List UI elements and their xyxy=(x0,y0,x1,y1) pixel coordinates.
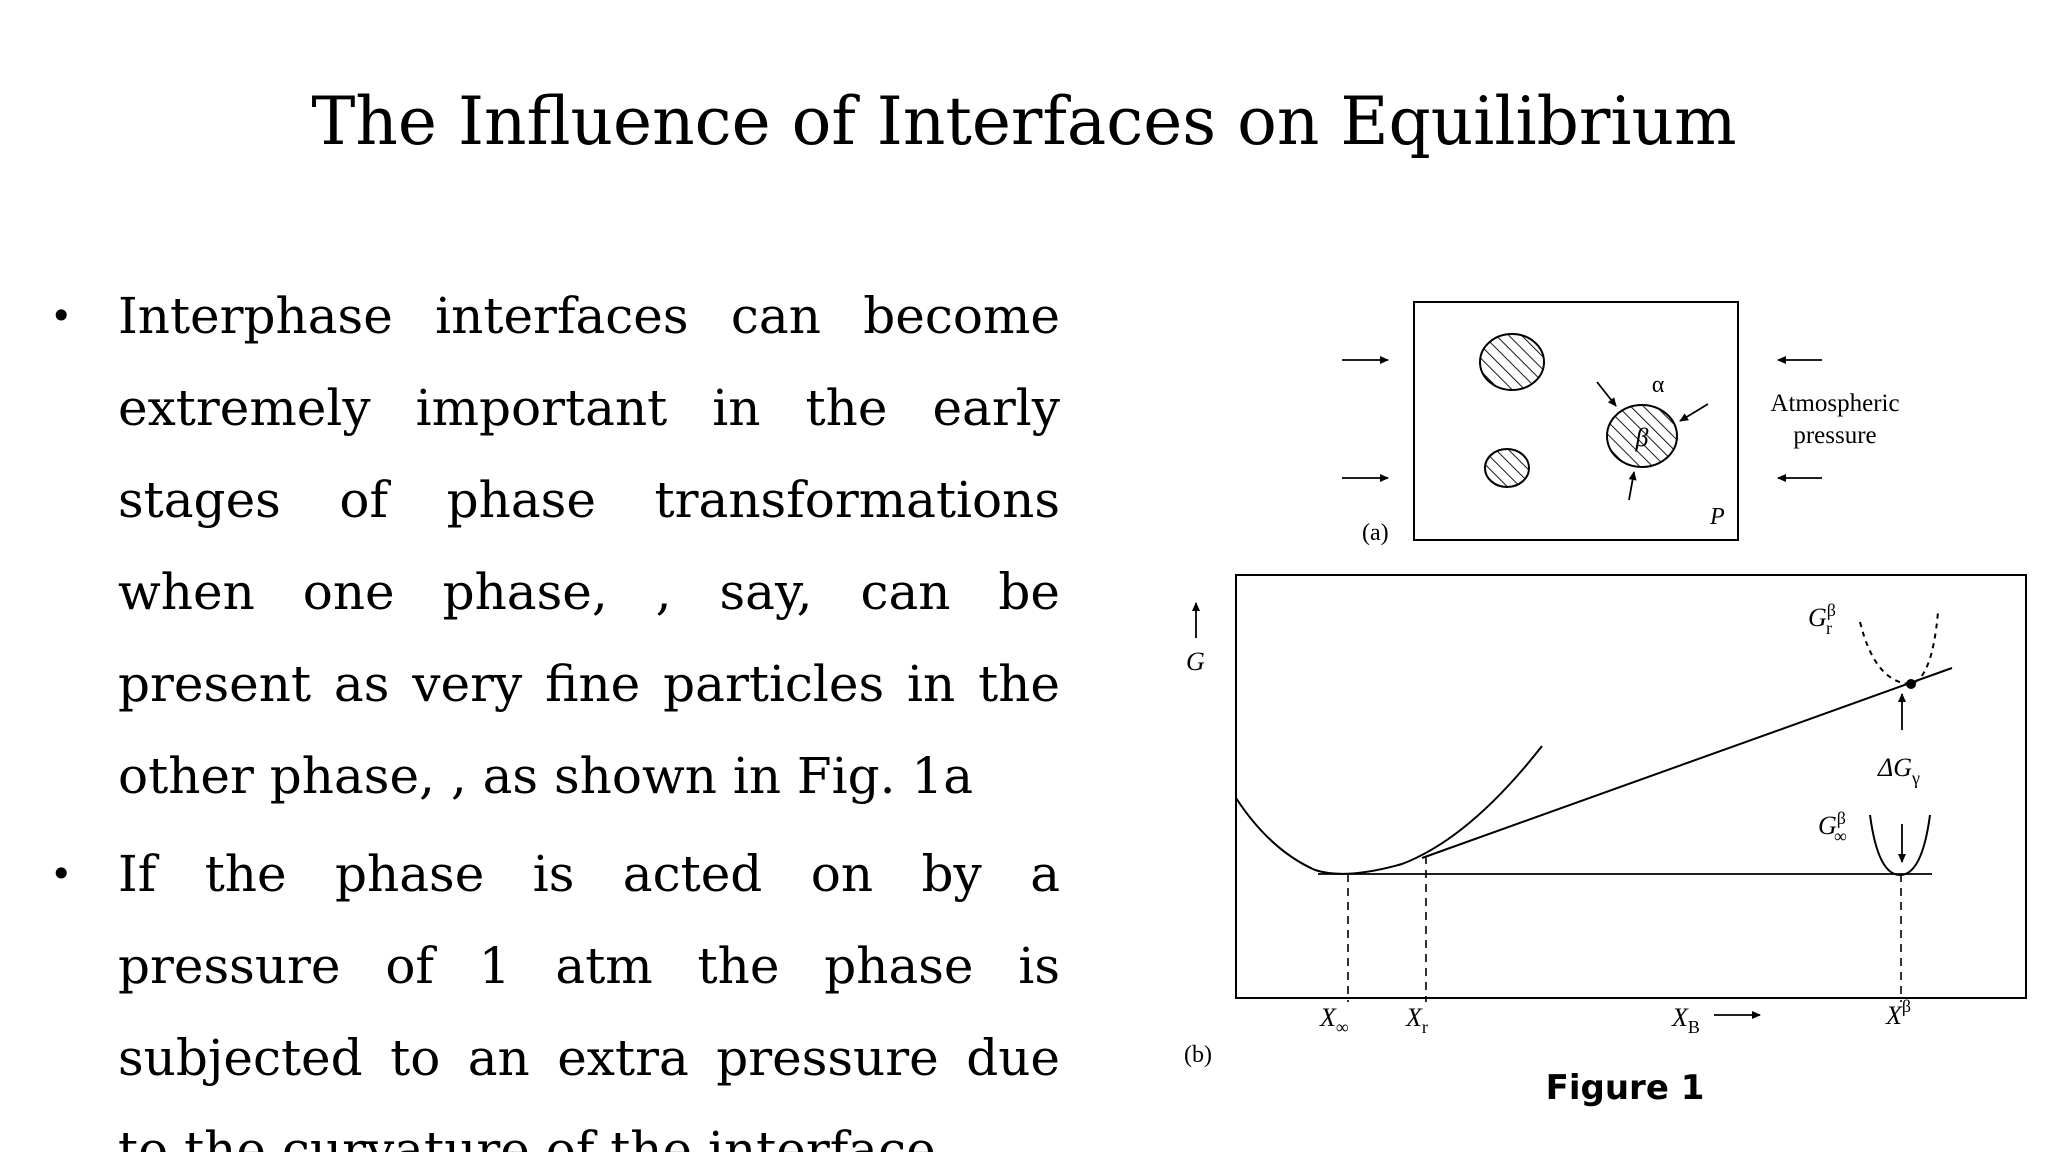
pressure-label: pressure xyxy=(1793,422,1876,449)
alpha-free-energy-curve xyxy=(1235,745,1543,875)
bullet-item: • If the phase is acted on by a pressure… xyxy=(50,828,1060,1152)
g-beta-r-curve xyxy=(1859,611,1939,686)
delta-g-label: ΔGγ xyxy=(1877,753,1920,788)
g-beta-inf-label: Gβ ∞ xyxy=(1818,808,1847,846)
bullet-item: • Interphase interfaces can become extre… xyxy=(50,270,1060,822)
panel-a-frame xyxy=(1413,301,1739,541)
bullet-dot: • xyxy=(50,294,73,338)
figure-1: β α Atmospheric pressure P (a) G xyxy=(1170,290,2034,1152)
pressure-arrow xyxy=(1628,471,1637,501)
pressure-p-label: P xyxy=(1709,504,1725,530)
panel-a: β α Atmospheric pressure P (a) xyxy=(1342,301,1900,546)
pressure-arrow xyxy=(1596,381,1617,407)
precipitate-particle xyxy=(1484,448,1530,488)
x-r-label: Xr xyxy=(1405,1003,1428,1037)
beta-label: β xyxy=(1635,423,1649,452)
bullet-text: Interphase interfaces can become extreme… xyxy=(118,287,1060,805)
bullet-list: • Interphase interfaces can become extre… xyxy=(50,270,1060,1152)
panel-a-label: (a) xyxy=(1362,520,1389,546)
g-axis-label: G xyxy=(1186,647,1205,676)
x-b-label: XB xyxy=(1671,1003,1700,1037)
common-tangent xyxy=(1421,667,1953,859)
x-inf-label: X∞ xyxy=(1319,1003,1349,1037)
bullet-dot: • xyxy=(50,852,73,896)
panel-b-label: (b) xyxy=(1184,1042,1212,1068)
bullet-text: If the phase is acted on by a pressure o… xyxy=(118,845,1060,1152)
figure-caption: Figure 1 xyxy=(1545,1068,1705,1108)
slide-title: The Influence of Interfaces on Equilibri… xyxy=(311,83,1737,160)
beta-particle xyxy=(1606,404,1678,468)
g-beta-infinity-curve xyxy=(1869,814,1931,877)
g-beta-r-label: Gβ r xyxy=(1808,600,1836,638)
atmospheric-label: Atmospheric xyxy=(1770,390,1899,417)
x-beta-label: Xβ xyxy=(1885,996,1911,1030)
panel-b: G X∞ Xr XB Xβ Gβ r Gβ ∞ ΔGγ xyxy=(1184,574,2027,1068)
panel-b-frame xyxy=(1235,574,2027,999)
tangent-point xyxy=(1906,679,1916,689)
pressure-arrow xyxy=(1679,403,1709,422)
alpha-label: α xyxy=(1652,372,1665,398)
precipitate-particle xyxy=(1479,333,1545,391)
